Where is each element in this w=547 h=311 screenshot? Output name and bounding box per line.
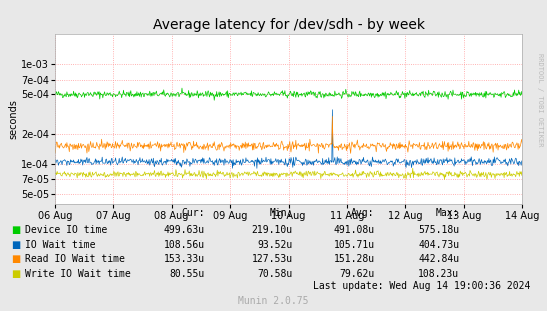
Text: Avg:: Avg: [351, 208, 375, 218]
Text: 105.71u: 105.71u [334, 240, 375, 250]
Text: 108.56u: 108.56u [164, 240, 205, 250]
Text: Last update: Wed Aug 14 19:00:36 2024: Last update: Wed Aug 14 19:00:36 2024 [313, 281, 531, 290]
Text: Read IO Wait time: Read IO Wait time [25, 254, 125, 264]
Text: 153.33u: 153.33u [164, 254, 205, 264]
Text: Device IO time: Device IO time [25, 225, 107, 235]
Text: 127.53u: 127.53u [252, 254, 293, 264]
Text: Min:: Min: [269, 208, 293, 218]
Y-axis label: seconds: seconds [8, 99, 18, 139]
Text: Munin 2.0.75: Munin 2.0.75 [238, 296, 309, 306]
Text: 108.23u: 108.23u [418, 269, 459, 279]
Text: 219.10u: 219.10u [252, 225, 293, 235]
Text: 575.18u: 575.18u [418, 225, 459, 235]
Text: ■: ■ [11, 269, 20, 279]
Text: 491.08u: 491.08u [334, 225, 375, 235]
Text: 93.52u: 93.52u [258, 240, 293, 250]
Text: ■: ■ [11, 225, 20, 235]
Text: 70.58u: 70.58u [258, 269, 293, 279]
Text: ■: ■ [11, 254, 20, 264]
Text: 151.28u: 151.28u [334, 254, 375, 264]
Title: Average latency for /dev/sdh - by week: Average latency for /dev/sdh - by week [153, 18, 424, 32]
Text: Write IO Wait time: Write IO Wait time [25, 269, 130, 279]
Text: ■: ■ [11, 240, 20, 250]
Text: 80.55u: 80.55u [170, 269, 205, 279]
Text: 442.84u: 442.84u [418, 254, 459, 264]
Text: 499.63u: 499.63u [164, 225, 205, 235]
Text: Max:: Max: [436, 208, 459, 218]
Text: Cur:: Cur: [182, 208, 205, 218]
Text: IO Wait time: IO Wait time [25, 240, 95, 250]
Text: RRDTOOL / TOBI OETIKER: RRDTOOL / TOBI OETIKER [537, 53, 543, 146]
Text: 404.73u: 404.73u [418, 240, 459, 250]
Text: 79.62u: 79.62u [340, 269, 375, 279]
